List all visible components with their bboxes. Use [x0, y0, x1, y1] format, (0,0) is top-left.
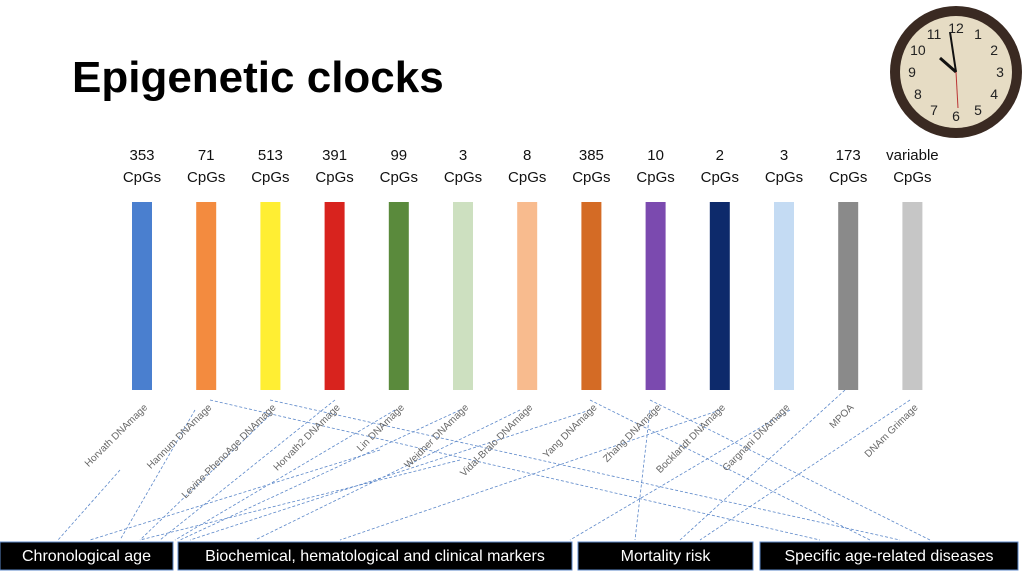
clock-bar: [645, 202, 666, 390]
clock-number: 9: [908, 64, 916, 80]
clock-name: Vidal-Bralo DNAmage: [459, 402, 536, 479]
clock-number: 12: [948, 20, 964, 36]
cpg-unit: CpGs: [765, 169, 803, 186]
arrows: [57, 389, 931, 541]
clock-name: Gargnani DNAmage: [721, 402, 793, 474]
cpg-unit: CpGs: [123, 169, 161, 186]
cpg-unit: CpGs: [251, 169, 289, 186]
clock-bar: [517, 202, 538, 390]
cpg-count: 385: [579, 147, 604, 164]
clock-number: 7: [930, 102, 938, 118]
clock-bar: [581, 202, 602, 390]
clock-number: 11: [927, 26, 942, 42]
cpg-unit: CpGs: [701, 169, 739, 186]
clock-bar: [196, 202, 217, 390]
outcome-label: Specific age-related diseases: [784, 548, 993, 565]
title: Epigenetic clocks: [72, 53, 444, 102]
outcome-label: Biochemical, hematological and clinical …: [205, 548, 545, 565]
clock-image: [890, 6, 1022, 138]
clock-bar: [453, 202, 473, 390]
clock-bar: [324, 202, 345, 390]
cpg-count: 2: [716, 147, 724, 164]
clock-name: Weidner DNAmage: [403, 402, 472, 471]
clock-name: Horvath2 DNAmage: [272, 402, 343, 473]
clock-name: MPOA: [828, 402, 857, 431]
clock-bar: [388, 202, 409, 390]
cpg-count: 391: [322, 147, 347, 164]
cpg-unit: CpGs: [444, 169, 482, 186]
cpg-count: 8: [523, 147, 531, 164]
outcome-box: [577, 541, 754, 571]
cpg-unit: CpGs: [636, 169, 674, 186]
clock-number: 10: [910, 42, 926, 58]
cpg-count: 10: [647, 147, 664, 164]
clock-bar: [838, 202, 859, 390]
outcome-box: [759, 541, 1019, 571]
cpg-unit: CpGs: [187, 169, 225, 186]
cpg-unit: CpGs: [829, 169, 867, 186]
clock-bar: [774, 202, 794, 390]
clock-name: Bocklandt DNAmage: [655, 402, 729, 476]
cpg-count: 353: [129, 147, 154, 164]
outcome-label: Mortality risk: [621, 548, 712, 565]
cpg-count: 3: [459, 147, 467, 164]
cpg-count: 71: [198, 147, 215, 164]
cpg-count: 3: [780, 147, 788, 164]
clock-name: Hannum DNAmage: [145, 402, 214, 471]
clock-bar: [132, 202, 152, 390]
clock-name: Horvath DNAmage: [83, 402, 150, 469]
cpg-count: 513: [258, 147, 283, 164]
clock-number: 5: [974, 102, 982, 118]
clock-bar: [260, 202, 281, 390]
clock-name: Zhang DNAmage: [601, 402, 664, 465]
cpg-unit: CpGs: [508, 169, 546, 186]
clock-bar: [902, 202, 923, 390]
clock-number: 1: [974, 26, 982, 42]
clock-bar: [709, 202, 730, 390]
cpg-unit: CpGs: [315, 169, 353, 186]
cpg-count: 99: [390, 147, 407, 164]
cpg-unit: CpGs: [572, 169, 610, 186]
cpg-count: 173: [836, 147, 861, 164]
clock-name: DNAm Grimage: [863, 402, 921, 460]
cpg-unit: CpGs: [893, 169, 931, 186]
clock-number: 3: [996, 64, 1004, 80]
clock-number: 8: [914, 86, 922, 102]
outcome-box: [0, 541, 174, 571]
clock-name: Yang DNAmage: [541, 402, 600, 461]
cpg-count: variable: [886, 147, 939, 164]
outcome-label: Chronological age: [22, 548, 151, 565]
clock-number: 6: [952, 108, 960, 124]
outcome-box: [177, 541, 573, 571]
clock-number: 4: [990, 86, 998, 102]
cpg-unit: CpGs: [380, 169, 418, 186]
clock-number: 2: [990, 42, 998, 58]
